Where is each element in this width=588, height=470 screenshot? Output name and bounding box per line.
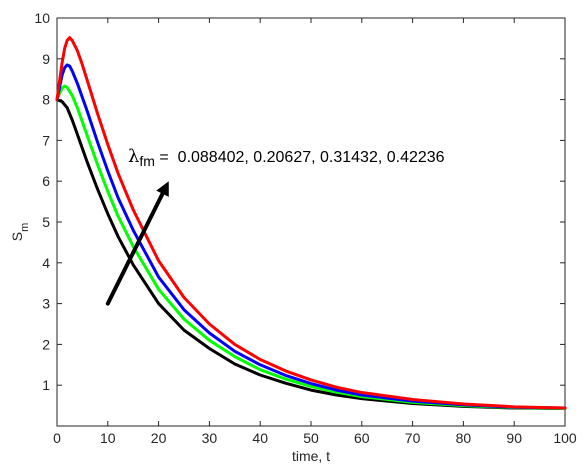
x-tick-label: 20 bbox=[151, 430, 167, 446]
y-tick-label: 10 bbox=[34, 10, 50, 26]
plot-area bbox=[56, 17, 566, 427]
x-tick-label: 0 bbox=[53, 430, 61, 446]
annotation-layer: λfm = 0.088402, 0.20627, 0.31432, 0.4223… bbox=[105, 146, 445, 306]
y-tick-label: 2 bbox=[42, 336, 50, 352]
lambda-symbol: λ bbox=[128, 146, 139, 167]
x-tick-label: 60 bbox=[354, 430, 370, 446]
y-tick-label: 1 bbox=[42, 377, 50, 393]
series-line-2 bbox=[55, 84, 567, 410]
y-tick-label: 9 bbox=[42, 51, 50, 67]
x-tick-label: 50 bbox=[303, 430, 319, 446]
x-tick-label: 40 bbox=[252, 430, 268, 446]
x-tick-label: 80 bbox=[456, 430, 472, 446]
y-axis-label-sub: m bbox=[19, 223, 31, 232]
axis-layer: 0 10 20 30 40 50 60 70 80 90 100 1 2 3 4 5 6 7 8 9 10 time, t… bbox=[9, 10, 577, 464]
annotation-label: λfm = 0.088402, 0.20627, 0.31432, 0.4223… bbox=[128, 146, 445, 169]
y-tick-label: 6 bbox=[42, 173, 50, 189]
y-tick-label: 8 bbox=[42, 92, 50, 108]
lambda-subscript: fm bbox=[139, 153, 155, 169]
y-tick-label: 5 bbox=[42, 214, 50, 230]
annotation-values: = 0.088402, 0.20627, 0.31432, 0.42236 bbox=[155, 149, 445, 166]
x-tick-label: 30 bbox=[202, 430, 218, 446]
x-tick-label: 10 bbox=[100, 430, 116, 446]
y-tick-label: 4 bbox=[42, 255, 50, 271]
series-layer bbox=[55, 36, 567, 410]
annotation-arrow-shaft bbox=[105, 191, 165, 306]
y-tick-label: 3 bbox=[42, 296, 50, 312]
series-line-4 bbox=[55, 36, 567, 410]
annotation-arrow-head bbox=[156, 181, 169, 197]
series-line-1 bbox=[55, 98, 567, 410]
x-tick-label: 70 bbox=[405, 430, 421, 446]
x-tick-label: 90 bbox=[506, 430, 522, 446]
y-axis-label-main: S bbox=[9, 232, 25, 241]
y-axis-label: Sm bbox=[9, 223, 31, 242]
y-tick-label: 7 bbox=[42, 132, 50, 148]
x-tick-label: 100 bbox=[553, 430, 577, 446]
series-line-3 bbox=[55, 63, 567, 410]
x-axis-label: time, t bbox=[292, 448, 330, 464]
